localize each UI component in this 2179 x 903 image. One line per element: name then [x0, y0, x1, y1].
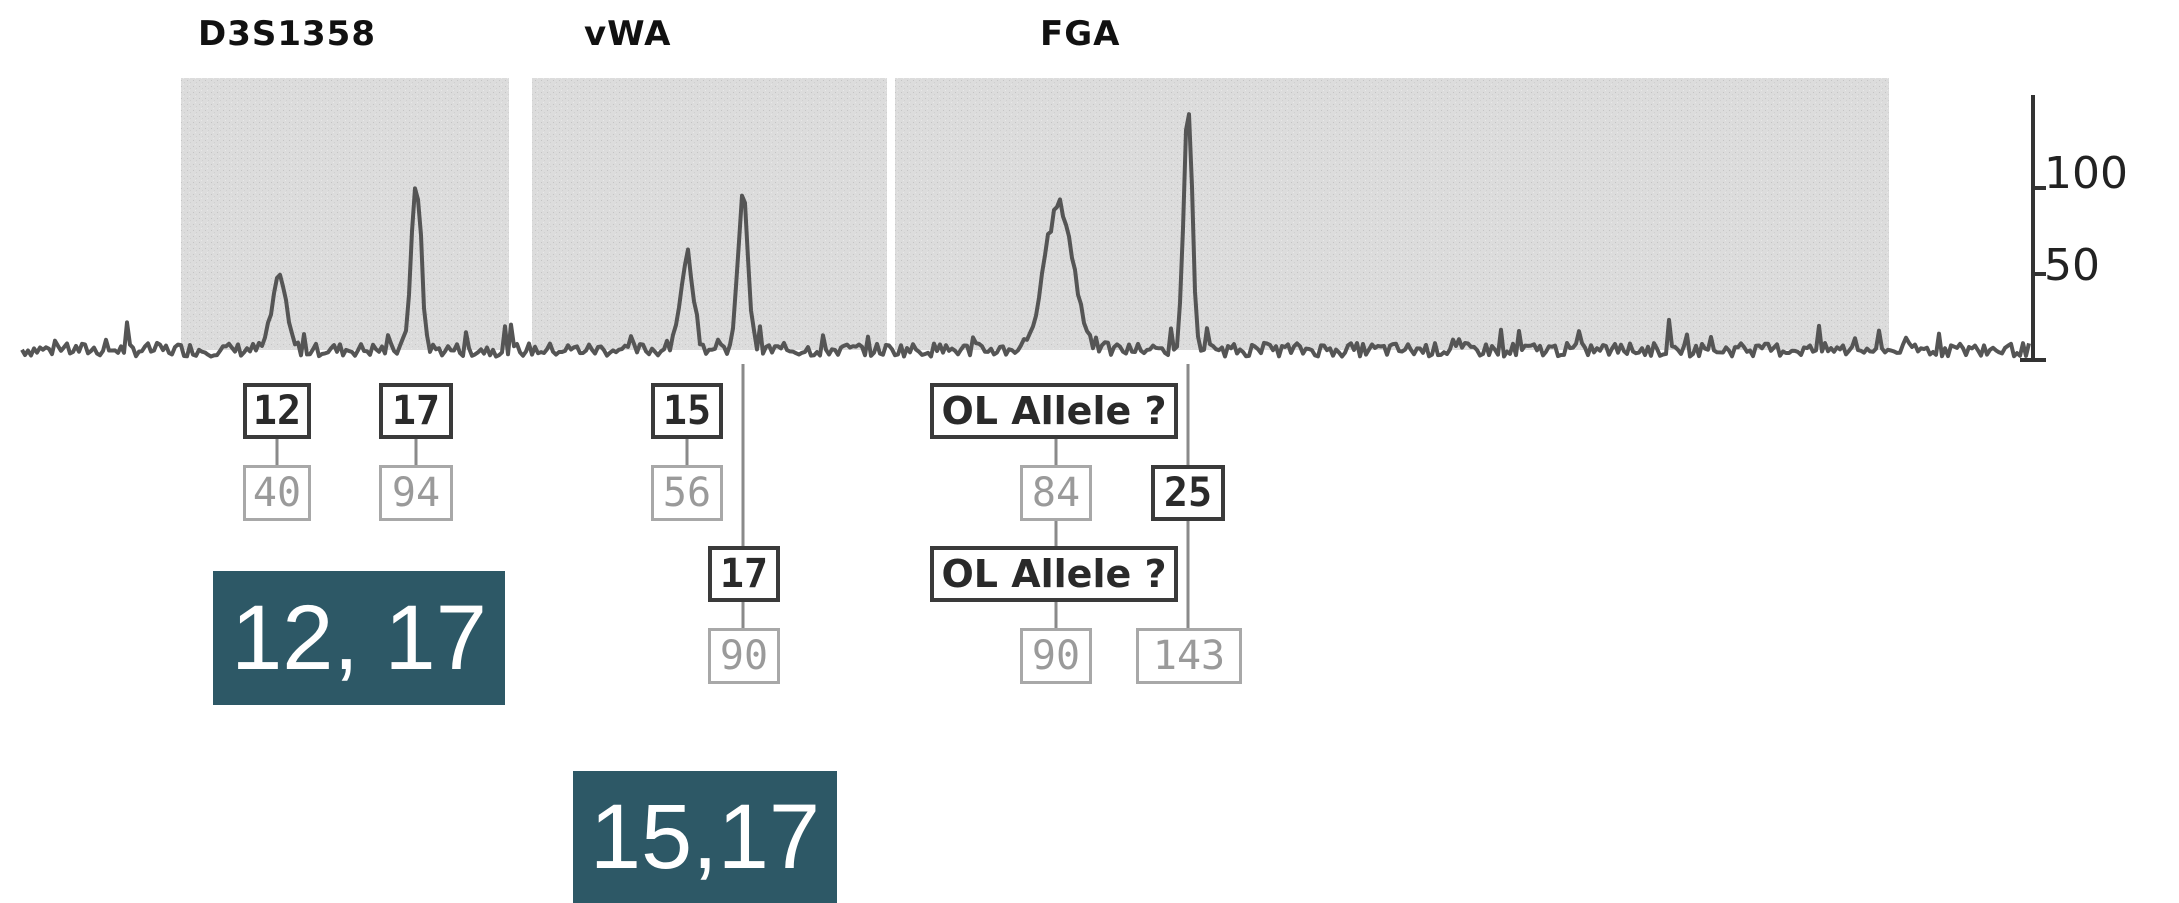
y-tick-label-50: 50	[2044, 240, 2100, 291]
off-ladder-allele-label: OL Allele ?	[930, 383, 1178, 439]
locus-shade-d3s1358	[181, 78, 509, 350]
locus-name-vwa: vWA	[584, 14, 672, 54]
off-ladder-allele-label: OL Allele ?	[930, 546, 1178, 602]
genotype-summary-vwa: 15,17	[573, 771, 837, 903]
locus-shade-vwa	[532, 78, 887, 350]
locus-name-fga: FGA	[1040, 14, 1121, 54]
peak-height-label-90: 90	[708, 628, 780, 684]
locus-name-d3s1358: D3S1358	[198, 14, 376, 54]
label-connectors	[275, 364, 1190, 628]
allele-label-25: 25	[1151, 465, 1225, 521]
signal-trace	[20, 112, 2031, 359]
peak-height-label-40: 40	[243, 465, 311, 521]
peak-height-label-56: 56	[651, 465, 723, 521]
peak-height-label-90: 90	[1020, 628, 1092, 684]
peak-height-label-84: 84	[1020, 465, 1092, 521]
y-tick-label-100: 100	[2044, 148, 2128, 199]
y-axis	[2020, 95, 2046, 362]
genotype-summary-d3s1358: 12, 17	[213, 571, 505, 705]
locus-shade-fga	[895, 78, 1889, 350]
allele-label-17: 17	[708, 546, 780, 602]
peak-height-label-94: 94	[379, 465, 453, 521]
peak-height-label-143: 143	[1136, 628, 1242, 684]
allele-label-12: 12	[243, 383, 311, 439]
allele-label-15: 15	[651, 383, 723, 439]
allele-label-17: 17	[379, 383, 453, 439]
